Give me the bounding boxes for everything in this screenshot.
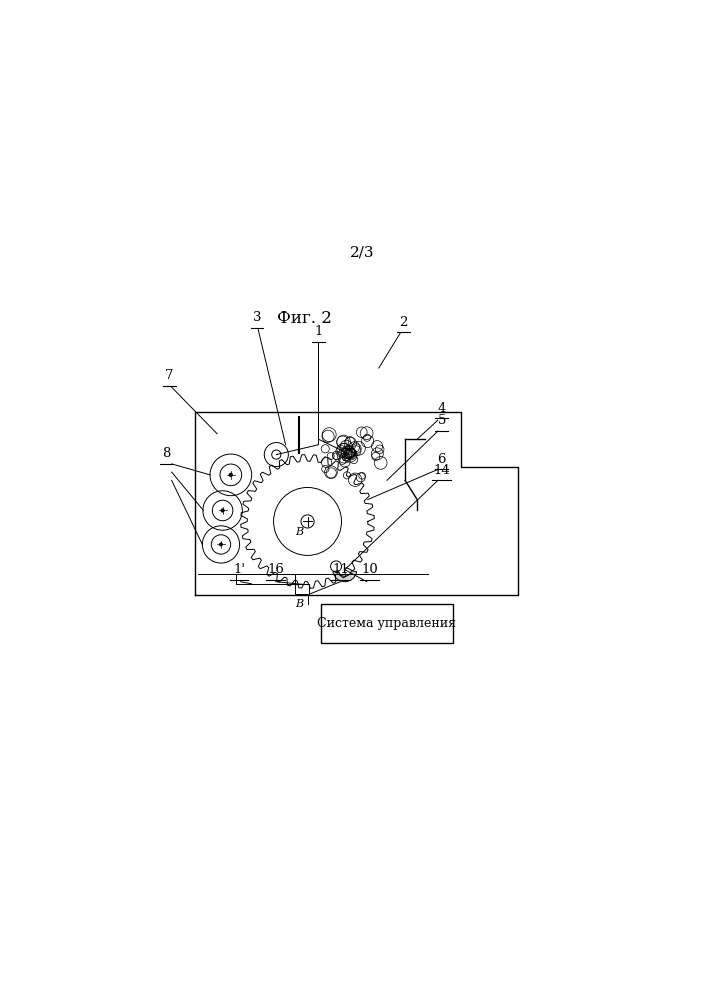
Text: B: B (296, 599, 303, 609)
Circle shape (229, 473, 233, 476)
Text: Система управления: Система управления (317, 617, 457, 630)
Circle shape (221, 509, 224, 512)
Text: 10: 10 (361, 563, 378, 576)
Bar (321, 604, 452, 643)
Text: 4: 4 (438, 402, 446, 415)
Text: 1': 1' (233, 563, 245, 576)
Text: 1: 1 (315, 325, 322, 338)
Text: 6: 6 (438, 453, 446, 466)
Text: Фиг. 2: Фиг. 2 (277, 310, 332, 327)
Text: 5: 5 (438, 414, 446, 427)
Bar (236, 574, 296, 584)
Wedge shape (333, 571, 356, 582)
Text: 8: 8 (162, 447, 170, 460)
Text: B: B (296, 527, 303, 537)
Text: 7: 7 (165, 369, 174, 382)
Text: 11: 11 (332, 563, 349, 576)
Text: 2: 2 (399, 316, 408, 329)
Bar (296, 584, 309, 594)
Circle shape (220, 543, 222, 546)
Text: 2/3: 2/3 (350, 246, 375, 260)
Text: 3: 3 (253, 311, 262, 324)
Text: 14: 14 (433, 464, 450, 477)
Text: 16: 16 (267, 563, 284, 576)
